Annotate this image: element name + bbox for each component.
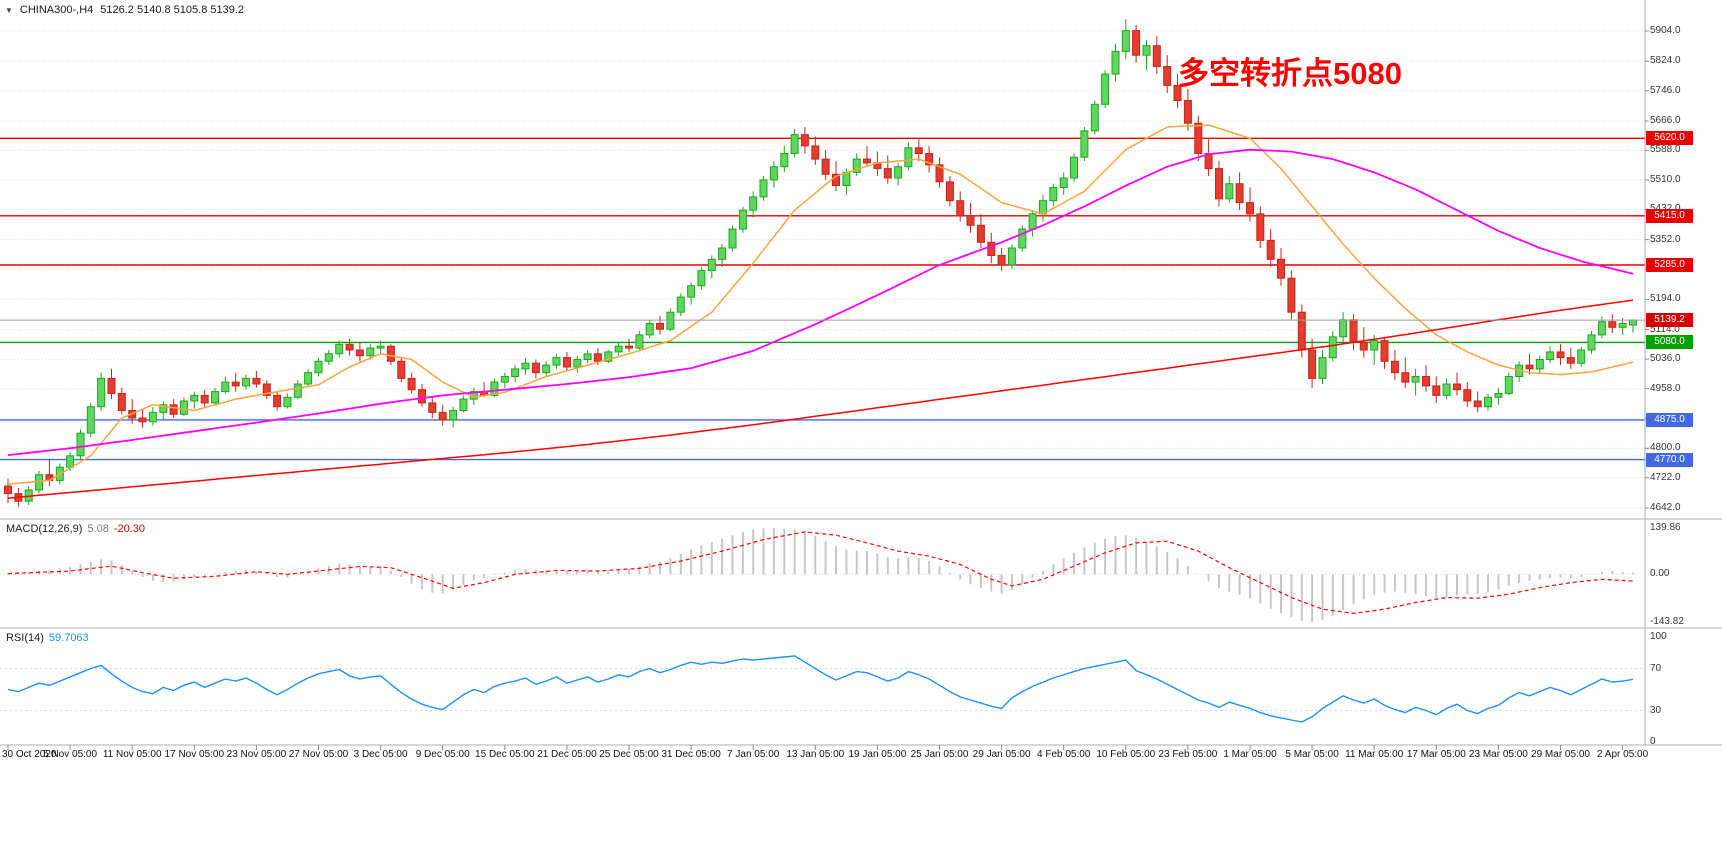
rsi-line bbox=[7, 655, 1634, 723]
chart-canvas[interactable] bbox=[0, 0, 1722, 780]
macd-name: MACD(12,26,9) bbox=[6, 523, 83, 535]
macd-signal-line bbox=[7, 531, 1634, 615]
macd-main-value: 5.08 bbox=[87, 523, 109, 535]
macd-indicator-label: MACD(12,26,9) 5.08 -20.30 bbox=[6, 523, 145, 535]
rsi-layer bbox=[0, 655, 1645, 723]
chart-header: ▼ CHINA300-,H4 5126.2 5140.8 5105.8 5139… bbox=[5, 4, 244, 16]
symbol-period-label: CHINA300-,H4 bbox=[19, 4, 94, 16]
one-click-trading-toggle-icon[interactable]: ▼ bbox=[5, 5, 13, 15]
annotation-text[interactable]: 多空转折点5080 bbox=[1178, 56, 1402, 91]
rsi-value: 59.7063 bbox=[48, 632, 89, 644]
rsi-name: RSI(14) bbox=[6, 632, 44, 644]
rsi-indicator-label: RSI(14) 59.7063 bbox=[6, 632, 89, 644]
fast-ma bbox=[7, 124, 1634, 485]
slow-ma bbox=[7, 299, 1634, 499]
grid-layer bbox=[0, 30, 1645, 509]
moving-averages-layer bbox=[7, 124, 1634, 499]
axis-ticks bbox=[7, 30, 1649, 750]
medium-ma bbox=[7, 148, 1634, 456]
macd-signal-value: -20.30 bbox=[113, 523, 146, 535]
ohlc-values: 5126.2 5140.8 5105.8 5139.2 bbox=[100, 4, 245, 16]
macd-layer bbox=[0, 528, 1645, 623]
panel-separators bbox=[0, 0, 1722, 746]
